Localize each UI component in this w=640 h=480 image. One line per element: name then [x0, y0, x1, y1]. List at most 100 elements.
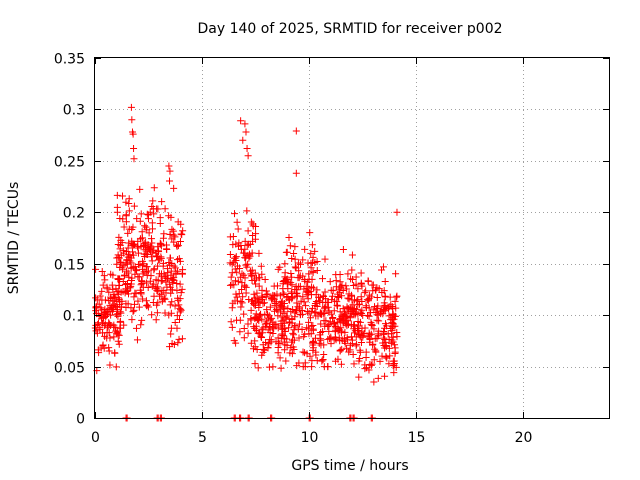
data-point: [363, 296, 371, 304]
data-point: [110, 300, 118, 308]
data-point: [171, 318, 179, 326]
data-point: [248, 249, 256, 257]
data-point: [380, 306, 388, 314]
data-point: [293, 362, 301, 370]
data-point: [114, 337, 122, 345]
data-point: [365, 329, 373, 337]
data-point: [348, 251, 356, 259]
data-point: [178, 231, 186, 239]
data-point: [319, 356, 327, 364]
data-point: [157, 290, 165, 298]
data-point: [321, 322, 329, 330]
data-point: [369, 287, 377, 295]
data-point: [299, 256, 307, 264]
data-point: [368, 320, 376, 328]
data-point: [332, 357, 340, 365]
data-point: [92, 265, 100, 273]
data-point: [312, 291, 320, 299]
data-point: [340, 337, 348, 345]
data-point: [297, 297, 305, 305]
data-point: [154, 243, 162, 251]
data-point: [306, 288, 314, 296]
data-point: [276, 354, 284, 362]
data-point: [296, 303, 304, 311]
data-point: [344, 294, 352, 302]
data-point: [241, 120, 249, 128]
data-point: [259, 324, 267, 332]
data-point: [143, 271, 151, 279]
data-point: [318, 357, 326, 365]
data-point: [168, 340, 176, 348]
data-point: [389, 322, 397, 330]
data-point: [265, 340, 273, 348]
data-point: [159, 259, 167, 267]
data-point: [342, 310, 350, 318]
data-point: [144, 251, 152, 259]
data-point: [384, 305, 392, 313]
data-point: [250, 323, 258, 331]
data-point: [116, 317, 124, 325]
data-point: [133, 267, 141, 275]
data-point: [362, 348, 370, 356]
data-point: [122, 198, 130, 206]
data-point: [274, 343, 282, 351]
data-point: [255, 304, 263, 312]
data-point: [380, 334, 388, 342]
data-point: [389, 310, 397, 318]
data-point: [302, 288, 310, 296]
data-point: [173, 242, 181, 250]
data-point: [148, 219, 156, 227]
data-point: [274, 265, 282, 273]
data-point: [375, 332, 383, 340]
data-point: [162, 278, 170, 286]
data-point: [243, 207, 251, 215]
data-point: [119, 247, 127, 255]
data-point: [301, 245, 309, 253]
data-point: [124, 244, 132, 252]
data-point: [178, 335, 186, 343]
data-point: [178, 270, 186, 278]
data-point: [122, 218, 130, 226]
data-point: [138, 278, 146, 286]
data-point: [291, 309, 299, 317]
data-point: [172, 269, 180, 277]
data-points: [91, 103, 401, 422]
data-point: [116, 298, 124, 306]
data-point: [234, 242, 242, 250]
data-point: [153, 205, 161, 213]
data-point: [370, 325, 378, 333]
data-point: [106, 361, 114, 369]
data-point: [137, 289, 145, 297]
data-point: [127, 103, 135, 111]
data-point: [244, 227, 252, 235]
data-point: [227, 318, 235, 326]
data-point: [99, 329, 107, 337]
data-point: [305, 318, 313, 326]
data-point: [124, 229, 132, 237]
data-point: [113, 208, 121, 216]
data-point: [112, 363, 120, 371]
data-point: [308, 241, 316, 249]
data-point: [94, 346, 102, 354]
data-point: [109, 302, 117, 310]
data-point: [236, 328, 244, 336]
data-point: [111, 349, 119, 357]
data-point: [149, 197, 157, 205]
data-point: [267, 336, 275, 344]
data-point: [240, 324, 248, 332]
data-point: [176, 280, 184, 288]
data-point: [300, 298, 308, 306]
data-point: [267, 316, 275, 324]
data-point: [125, 239, 133, 247]
data-point: [177, 289, 185, 297]
data-point: [143, 301, 151, 309]
data-point: [128, 116, 136, 124]
data-point: [288, 255, 296, 263]
data-point: [351, 311, 359, 319]
data-point: [120, 272, 128, 280]
data-point: [307, 264, 315, 272]
data-point: [238, 299, 246, 307]
data-point: [239, 136, 247, 144]
data-point: [287, 279, 295, 287]
data-point: [253, 294, 261, 302]
